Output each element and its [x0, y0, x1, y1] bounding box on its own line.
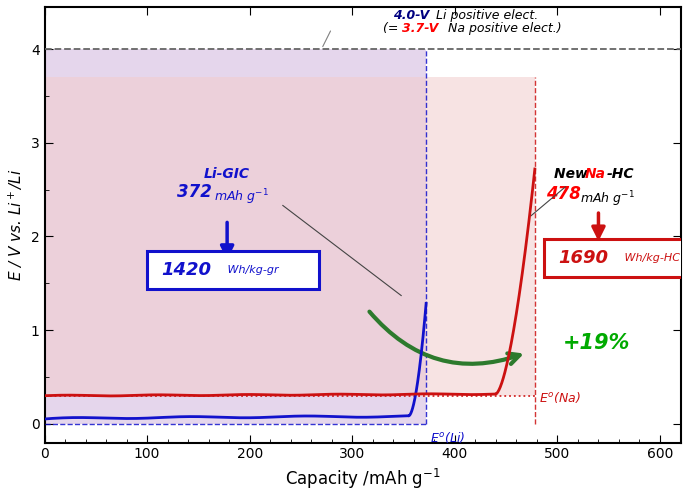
Text: 372: 372: [177, 183, 212, 201]
Text: $E^o$(Na): $E^o$(Na): [539, 390, 581, 405]
FancyBboxPatch shape: [544, 239, 696, 277]
Text: +19%: +19%: [562, 333, 630, 353]
X-axis label: Capacity /mAh g$^{-1}$: Capacity /mAh g$^{-1}$: [285, 467, 441, 491]
Text: -HC: -HC: [607, 167, 634, 181]
Text: Li-GIC: Li-GIC: [204, 167, 250, 181]
Bar: [45, 49, 426, 424]
Text: $E^o$(Li): $E^o$(Li): [430, 430, 466, 445]
Text: mAh g$^{-1}$: mAh g$^{-1}$: [580, 189, 635, 209]
Text: Wh/kg-gr: Wh/kg-gr: [224, 265, 278, 275]
Text: Na: Na: [585, 167, 606, 181]
Text: 4.0-V: 4.0-V: [393, 9, 429, 22]
Bar: [45, 77, 535, 396]
Text: (=: (=: [383, 22, 402, 35]
Text: Wh/kg-HC: Wh/kg-HC: [621, 253, 680, 263]
Text: Li positive elect.: Li positive elect.: [436, 9, 539, 22]
Text: 3.7-V: 3.7-V: [402, 22, 438, 35]
Text: New: New: [554, 167, 593, 181]
FancyBboxPatch shape: [147, 251, 319, 289]
Text: Na positive elect.): Na positive elect.): [448, 22, 561, 35]
Text: mAh g$^{-1}$: mAh g$^{-1}$: [214, 187, 269, 207]
Y-axis label: E / V vs. Li$^+$/Li: E / V vs. Li$^+$/Li: [7, 168, 25, 281]
Text: 478: 478: [546, 185, 581, 203]
Text: 1690: 1690: [558, 249, 608, 267]
Text: 1420: 1420: [161, 261, 211, 279]
